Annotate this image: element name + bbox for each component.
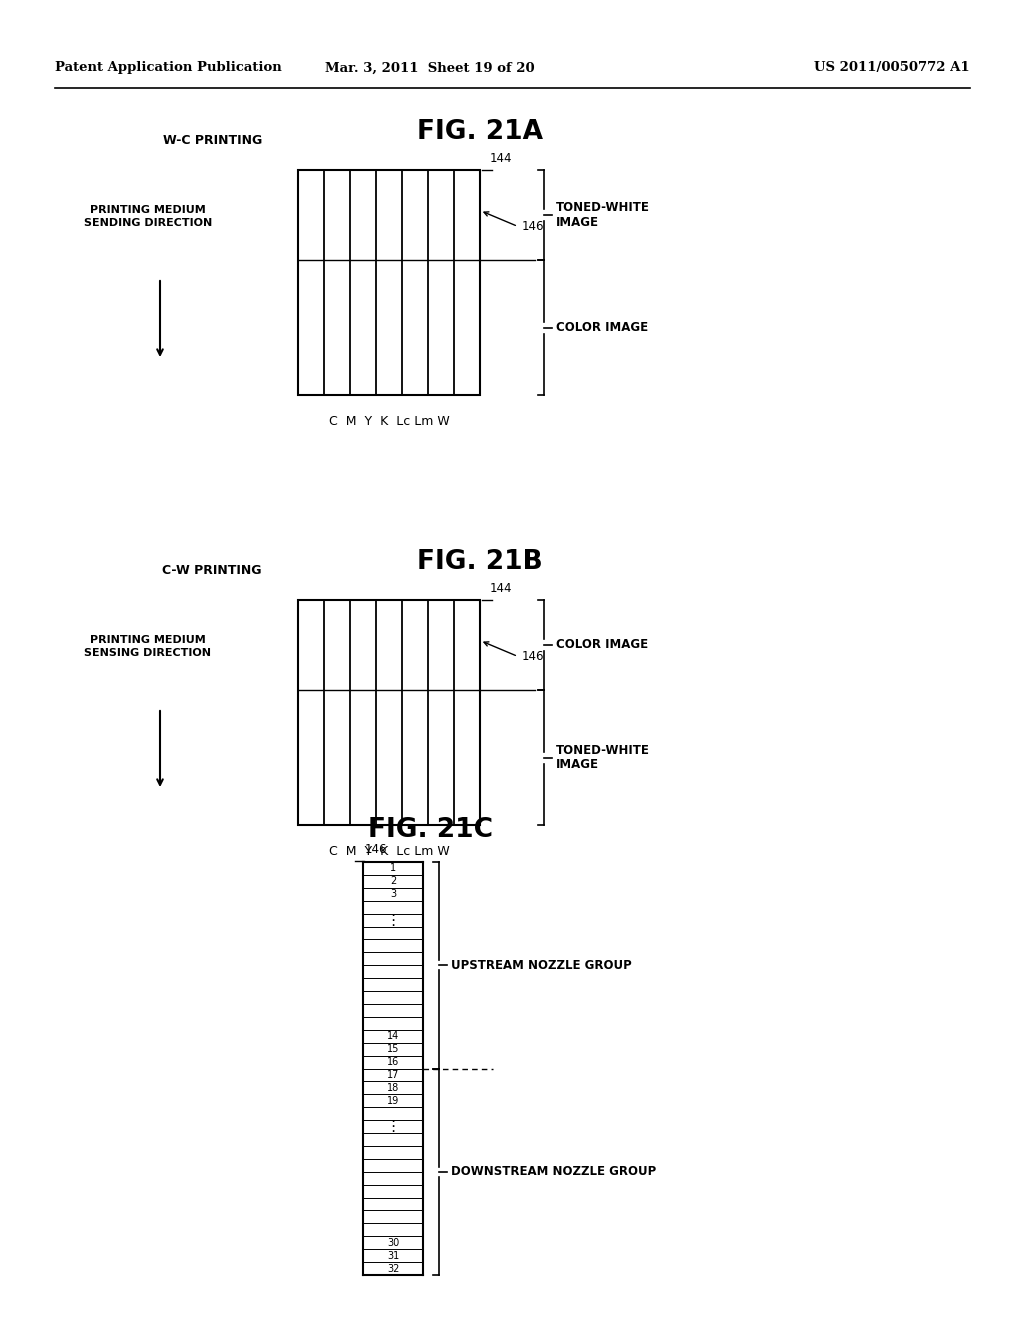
Text: COLOR IMAGE: COLOR IMAGE	[556, 639, 648, 652]
Text: TONED-WHITE
IMAGE: TONED-WHITE IMAGE	[556, 201, 650, 228]
Text: 15: 15	[387, 1044, 399, 1055]
Text: FIG. 21C: FIG. 21C	[368, 817, 493, 843]
Text: 17: 17	[387, 1071, 399, 1080]
Text: 146: 146	[365, 843, 387, 855]
Text: 14: 14	[387, 1031, 399, 1041]
Text: FIG. 21A: FIG. 21A	[417, 119, 543, 145]
Text: Mar. 3, 2011  Sheet 19 of 20: Mar. 3, 2011 Sheet 19 of 20	[326, 62, 535, 74]
Text: UPSTREAM NOZZLE GROUP: UPSTREAM NOZZLE GROUP	[451, 958, 632, 972]
Text: 31: 31	[387, 1250, 399, 1261]
Text: 32: 32	[387, 1263, 399, 1274]
Text: C  M  Y  K  Lc Lm W: C M Y K Lc Lm W	[329, 414, 450, 428]
Text: 3: 3	[390, 890, 396, 899]
Text: DOWNSTREAM NOZZLE GROUP: DOWNSTREAM NOZZLE GROUP	[451, 1166, 656, 1179]
Bar	[298, 601, 480, 825]
Text: COLOR IMAGE: COLOR IMAGE	[556, 321, 648, 334]
Text: 19: 19	[387, 1096, 399, 1106]
Text: 146: 146	[522, 649, 545, 663]
Bar	[298, 170, 480, 395]
Text: C  M  Y  K  Lc Lm W: C M Y K Lc Lm W	[329, 845, 450, 858]
Text: Patent Application Publication: Patent Application Publication	[55, 62, 282, 74]
Text: US 2011/0050772 A1: US 2011/0050772 A1	[814, 62, 970, 74]
Text: FIG. 21B: FIG. 21B	[417, 549, 543, 576]
Text: 146: 146	[522, 220, 545, 234]
Text: PRINTING MEDIUM
SENDING DIRECTION: PRINTING MEDIUM SENDING DIRECTION	[84, 205, 212, 228]
Text: 144: 144	[490, 582, 512, 595]
Text: 2: 2	[390, 876, 396, 886]
Text: W-C PRINTING: W-C PRINTING	[163, 133, 262, 147]
Text: 144: 144	[490, 152, 512, 165]
Text: 30: 30	[387, 1238, 399, 1247]
Text: ⋮: ⋮	[385, 912, 400, 928]
Text: 1: 1	[390, 863, 396, 874]
Text: 18: 18	[387, 1082, 399, 1093]
Text: TONED-WHITE
IMAGE: TONED-WHITE IMAGE	[556, 743, 650, 771]
Text: PRINTING MEDIUM
SENSING DIRECTION: PRINTING MEDIUM SENSING DIRECTION	[85, 635, 212, 659]
Text: 16: 16	[387, 1057, 399, 1067]
Text: ⋮: ⋮	[385, 1119, 400, 1134]
Text: C-W PRINTING: C-W PRINTING	[163, 564, 262, 577]
